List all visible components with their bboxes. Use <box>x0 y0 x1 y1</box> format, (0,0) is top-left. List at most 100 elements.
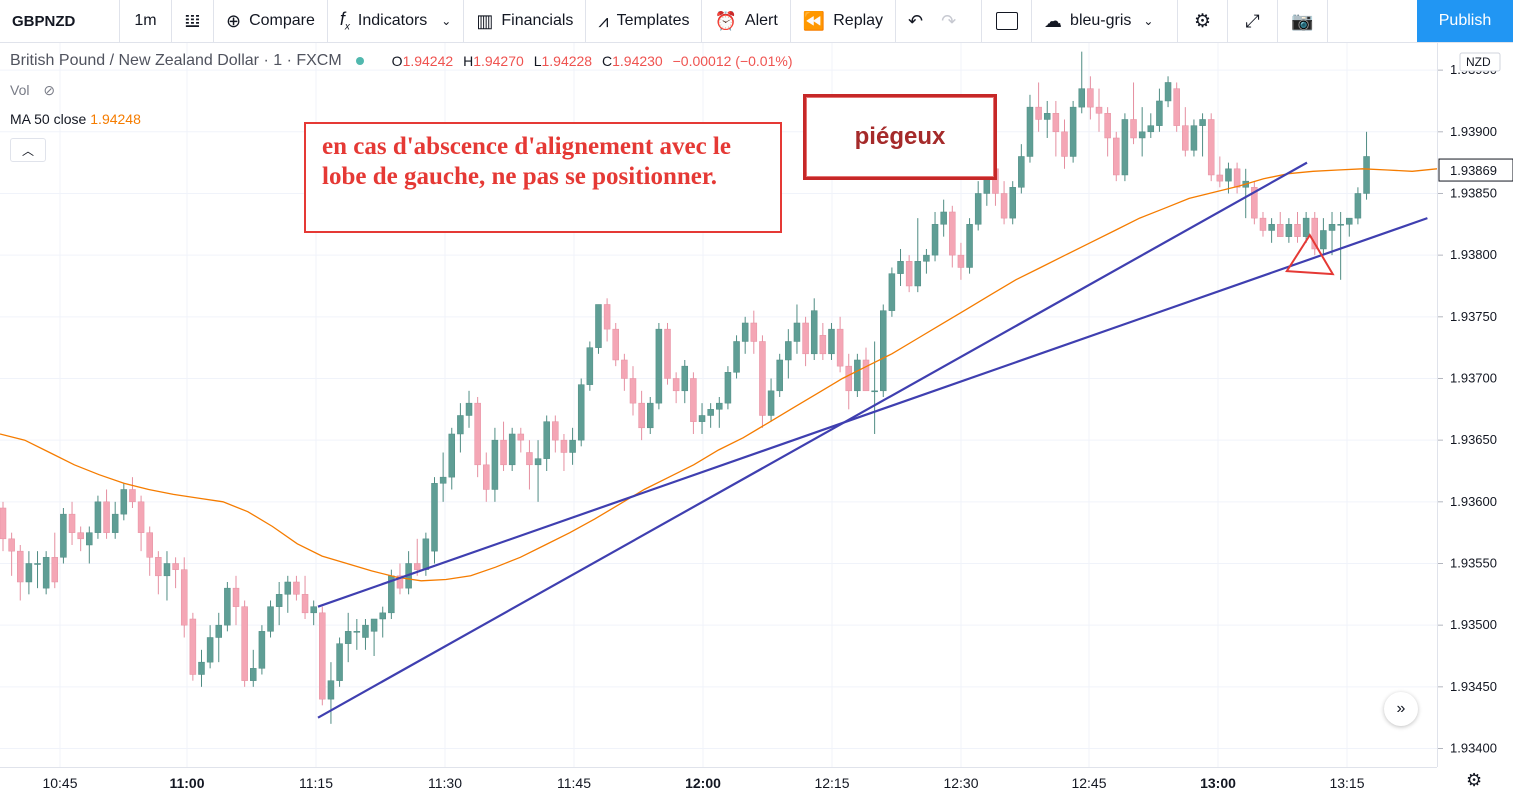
candle-body <box>785 341 792 361</box>
candle-body <box>301 594 309 614</box>
candle-body <box>690 378 697 422</box>
candle-body <box>146 532 153 558</box>
candle-body <box>275 594 283 607</box>
candle-body <box>189 618 197 675</box>
price-tick-label: 1.93550 <box>1450 555 1497 570</box>
price-tick-label: 1.93500 <box>1450 617 1497 632</box>
candle-body <box>750 322 758 342</box>
time-tick-label: 13:15 <box>1329 775 1364 791</box>
time-tick-label: 11:30 <box>428 775 462 791</box>
candle-body <box>759 341 766 416</box>
candle-body <box>439 476 447 484</box>
candle-body <box>733 341 740 373</box>
candle-body <box>379 612 386 620</box>
symbol-description[interactable]: British Pound / New Zealand Dollar · 1 ·… <box>10 52 342 69</box>
candle-body <box>1069 106 1077 157</box>
price-tick-label: 1.93650 <box>1450 432 1497 447</box>
indicators-button[interactable]: fx Indicators ⌄ <box>328 0 465 42</box>
candle-body <box>1043 113 1051 120</box>
templates-icon: ⩘ <box>598 10 609 31</box>
interval-button[interactable]: 1m <box>120 0 172 42</box>
candle-body <box>267 606 274 632</box>
candle-body <box>431 483 438 552</box>
time-tick-label: 12:15 <box>814 775 849 791</box>
time-tick-label: 12:45 <box>1071 775 1106 791</box>
candle-body <box>336 643 343 681</box>
alert-label: Alert <box>744 12 778 29</box>
alert-button[interactable]: ⏰ Alert <box>702 0 791 42</box>
candle-body <box>923 254 930 262</box>
chart-pane[interactable] <box>0 43 1438 767</box>
ma-indicator-label[interactable]: MA 50 close 1.94248 <box>10 111 141 127</box>
fullscreen-button[interactable]: ⤢ <box>1228 0 1279 42</box>
candle-body <box>413 563 421 570</box>
alarm-clock-icon: ⏰ <box>714 10 737 31</box>
replay-label: Replay <box>833 12 884 29</box>
axis-settings-gear-icon[interactable]: ⚙ <box>1466 770 1483 790</box>
annotation-note-alignment[interactable]: en cas d'abscence d'alignement avec le l… <box>304 122 782 233</box>
indicators-label: Indicators <box>357 12 428 29</box>
undo-icon[interactable]: ↶ <box>908 10 924 31</box>
chart-legend: British Pound / New Zealand Dollar · 1 ·… <box>10 52 792 70</box>
candle-body <box>1035 106 1042 120</box>
candle-body <box>172 563 179 570</box>
eye-hidden-icon[interactable]: ⊘ <box>43 82 56 98</box>
settings-button[interactable]: ⚙ <box>1178 0 1229 42</box>
snapshot-button[interactable]: 📷 <box>1278 0 1329 42</box>
price-axis[interactable]: 1.939501.939001.938501.938001.937501.937… <box>1437 43 1513 767</box>
candle-body <box>871 390 878 393</box>
candle-body <box>1000 193 1008 219</box>
candle-body <box>638 402 645 429</box>
candle-body <box>1164 82 1172 102</box>
candle-body <box>974 193 982 225</box>
candle-body <box>86 532 93 546</box>
chart-type-button[interactable]: 𝍔 <box>172 0 214 42</box>
candle-body <box>888 273 896 311</box>
fx-icon: fx <box>339 9 350 33</box>
expand-icon: ⤢ <box>1245 10 1260 31</box>
candle-body <box>776 359 783 392</box>
candle-body <box>836 328 844 367</box>
candle-body <box>672 378 680 392</box>
time-tick-label: 11:45 <box>557 775 591 791</box>
chevron-down-icon: ⌄ <box>1143 14 1154 28</box>
time-axis[interactable]: 10:45 11:00 11:15 11:30 11:45 12:00 12:15 12:30… <box>0 767 1437 799</box>
candle-body <box>1061 131 1068 157</box>
candle-body <box>914 261 922 287</box>
price-chart[interactable] <box>0 43 1438 767</box>
candle-body <box>1354 193 1362 219</box>
financials-label: Financials <box>501 12 574 29</box>
fullscreen-layout-button[interactable] <box>982 0 1033 42</box>
candle-body <box>940 211 947 225</box>
chevron-down-icon: ⌄ <box>441 14 452 28</box>
price-tick-label: 1.93400 <box>1450 740 1497 755</box>
compare-button[interactable]: ⊕ Compare <box>214 0 328 42</box>
candle-body <box>1138 131 1146 139</box>
candle-body <box>845 365 852 392</box>
publish-button[interactable]: Publish <box>1417 0 1513 42</box>
templates-button[interactable]: ⩘ Templates <box>586 0 703 42</box>
volume-indicator-label[interactable]: Vol ⊘ <box>10 82 56 98</box>
financials-button[interactable]: ▥ Financials <box>464 0 587 42</box>
candle-body <box>198 661 205 675</box>
candle-body <box>905 261 913 287</box>
collapse-legend-button[interactable]: ︿ <box>10 138 46 162</box>
price-tick-label: 1.93700 <box>1450 370 1497 385</box>
scroll-to-realtime-button[interactable]: » <box>1384 692 1418 726</box>
candle-body <box>577 384 585 441</box>
price-tick-label: 1.93450 <box>1450 679 1497 694</box>
annotation-note-piegeux[interactable]: piégeux <box>803 94 997 180</box>
redo-icon[interactable]: ↷ <box>941 10 957 31</box>
templates-label: Templates <box>616 12 690 29</box>
candle-body <box>957 254 965 268</box>
candle-body <box>1320 230 1327 250</box>
candles-icon: 𝍔 <box>184 10 201 31</box>
candle-body <box>1018 156 1025 188</box>
layout-button[interactable]: ☁ bleu-gris ⌄ <box>1032 0 1179 42</box>
replay-button[interactable]: ⏪ Replay <box>791 0 897 42</box>
currency-badge <box>1459 52 1501 72</box>
candle-body <box>931 224 939 256</box>
symbol-search-button[interactable]: GBPNZD <box>0 0 120 42</box>
market-status-dot <box>355 57 364 65</box>
compare-label: Compare <box>249 12 315 29</box>
